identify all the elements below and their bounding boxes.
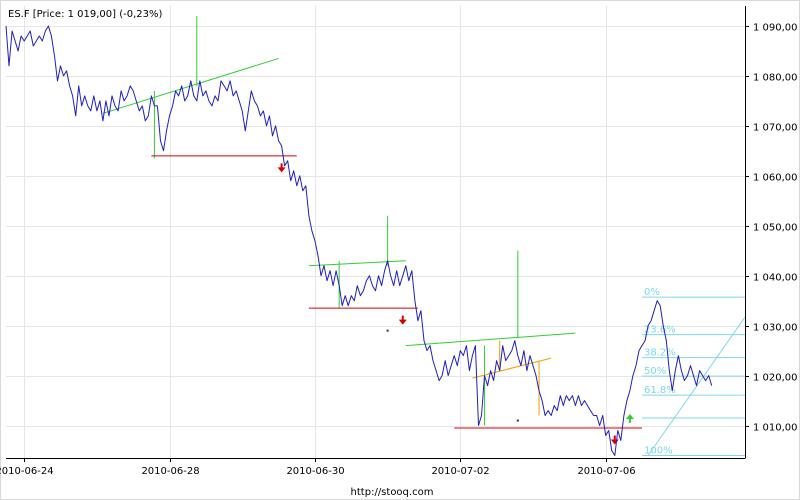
grid: [6, 6, 745, 458]
x-tick-label: 2010-06-28: [141, 466, 199, 477]
sell-arrow-icon: [610, 435, 619, 445]
y-tick-label: 1 050,00: [753, 223, 798, 234]
x-tick-label: 2010-06-30: [286, 466, 344, 477]
y-tick-label: 1 070,00: [753, 123, 798, 134]
axes: 1 010,00 1 020,00 1 030,00 1 040,00 1 050,00…: [0, 6, 798, 477]
buy-arrow-icon: [625, 414, 634, 424]
pattern-green-line: [102, 57, 279, 114]
y-tick-label: 1 090,00: [753, 23, 798, 34]
pattern-green-line: [308, 260, 406, 267]
y-tick-label: 1 020,00: [753, 373, 798, 384]
fib-level-label: 100%: [644, 446, 673, 457]
fib-trend-line: [647, 316, 746, 456]
source-footer: http://stooq.com: [351, 487, 434, 498]
y-tick-label: 1 060,00: [753, 173, 798, 184]
pattern-green-line: [405, 332, 576, 347]
fib-level-label: 61.8%: [644, 385, 676, 396]
marker-dot: [516, 419, 519, 422]
marker-dot: [386, 329, 389, 332]
fib-level-label: 23.6%: [644, 325, 676, 336]
x-tick-label: 2010-07-02: [431, 466, 489, 477]
price-series: [5, 25, 713, 456]
x-tick-label: 2010-07-06: [577, 466, 635, 477]
chart-title: ES.F [Price: 1 019,00] (-0,23%): [8, 9, 163, 20]
fib-level-label: 50%: [644, 366, 666, 377]
fib-level-label: 0%: [644, 287, 660, 298]
sell-arrow-icon: [398, 315, 407, 325]
sell-arrow-icon: [277, 163, 286, 173]
price-line: [5, 25, 713, 456]
fibonacci-retracement: 0% 23.6% 38.2% 50% 61.8% 100%: [642, 287, 746, 457]
y-tick-label: 1 030,00: [753, 323, 798, 334]
y-tick-label: 1 040,00: [753, 273, 798, 284]
pattern-orange-line: [472, 357, 552, 379]
y-tick-label: 1 080,00: [753, 73, 798, 84]
y-tick-label: 1 010,00: [753, 423, 798, 434]
pattern-annotations: [102, 15, 643, 445]
fib-level-label: 38.2%: [644, 348, 676, 359]
x-tick-label: 2010-06-24: [0, 466, 54, 477]
